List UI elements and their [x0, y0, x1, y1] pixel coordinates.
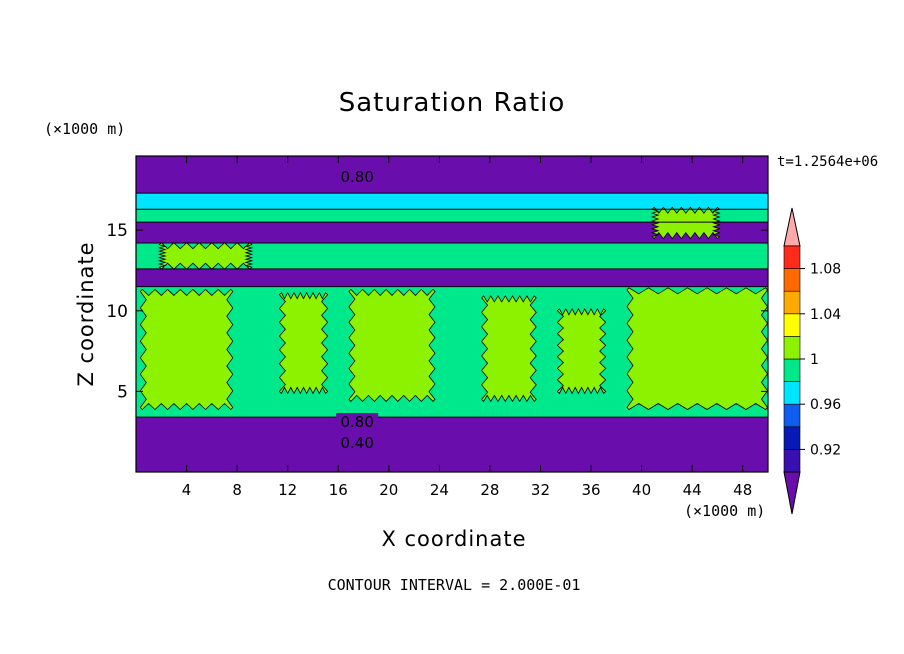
x-tick-label: 44: [683, 481, 702, 499]
field-region: [139, 288, 234, 411]
x-tick-label: 8: [232, 481, 242, 499]
contour-label-bg: [336, 413, 379, 431]
field-region: [556, 307, 607, 395]
field-region: [626, 287, 768, 411]
plot-frame: [135, 155, 769, 473]
x-tick-label: 4: [182, 481, 192, 499]
field-region: [278, 291, 329, 395]
colorbar-box: [783, 381, 801, 405]
contour-label: 0.40: [340, 434, 373, 452]
field-band: [136, 209, 768, 223]
contour-label-bg: [336, 167, 379, 185]
colorbar-label: 1.04: [810, 307, 841, 323]
x-axis-label: X coordinate: [381, 527, 527, 551]
x-tick-label: 40: [632, 481, 651, 499]
colorbar-box: [783, 358, 801, 382]
colorbar: 0.92 0.96 1 1.04 1.08: [783, 207, 841, 515]
contour-label-layer: 0.80 0.80 0.40: [336, 167, 379, 452]
x-tick-label: 28: [480, 481, 499, 499]
contour-line-layer: [136, 192, 768, 418]
contour-label-bg: [336, 433, 379, 451]
x-tick-label: 32: [531, 481, 550, 499]
colorbar-box: [783, 336, 801, 360]
y-tick-label: 10: [106, 302, 128, 322]
colorbar-box: [783, 313, 801, 337]
field-band: [136, 193, 768, 210]
field-band: [136, 222, 768, 244]
y-tick-label: 15: [106, 221, 128, 241]
colorbar-box: [783, 245, 801, 269]
field-region: [348, 288, 436, 402]
colorbar-box: [783, 268, 801, 292]
colorbar-label: 1: [810, 352, 819, 368]
colorbar-box: [783, 403, 801, 428]
x-tick-label: 16: [329, 481, 348, 499]
colorbar-box: [783, 426, 801, 450]
x-tick-label: 20: [379, 481, 398, 499]
field-band: [136, 417, 768, 472]
colorbar-extend-high: [783, 207, 801, 247]
colorbar-box: [783, 449, 801, 473]
x-tick-label: 12: [278, 481, 297, 499]
field-band: [136, 268, 768, 287]
x-tick-label: 36: [581, 481, 600, 499]
colorbar-extend-low: [783, 471, 801, 515]
colorbar-label: 0.96: [810, 397, 841, 413]
x-axis-unit: (×1000 m): [684, 502, 766, 520]
x-tick-label: 48: [733, 481, 752, 499]
contour-interval-note: CONTOUR INTERVAL = 2.000E-01: [327, 576, 581, 594]
colorbar-label: 0.92: [810, 442, 841, 458]
chart-title: Saturation Ratio: [338, 88, 566, 118]
colorbar-box: [783, 290, 801, 315]
contour-label: 0.80: [340, 168, 373, 186]
y-tick-label: 5: [117, 382, 128, 402]
field-band: [136, 156, 768, 194]
x-tick-label: 24: [430, 481, 449, 499]
colorbar-label: 1.08: [810, 262, 841, 278]
contour-fill-layer: [136, 156, 768, 472]
time-label: t=1.2564e+06: [777, 154, 879, 170]
y-axis-unit: (×1000 m): [44, 120, 126, 138]
contour-label: 0.80: [340, 413, 373, 431]
field-region: [481, 295, 537, 403]
field-region: [650, 206, 721, 240]
